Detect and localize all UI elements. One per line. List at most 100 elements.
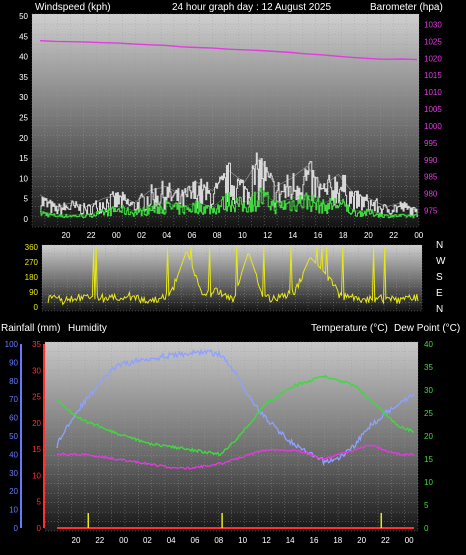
windspeed-tick-label: 20 xyxy=(19,134,28,143)
compass-label: N xyxy=(436,240,443,251)
barometer-tick-label: 1010 xyxy=(424,88,442,97)
direction-tick-label: 0 xyxy=(34,303,39,312)
humidity-tick-label: 0 xyxy=(14,524,19,533)
rainfall-tick-label: 20 xyxy=(32,419,41,428)
time-tick-label: 12 xyxy=(263,231,272,240)
temperature-axis-label: Temperature (°C) xyxy=(311,323,388,334)
time-tick-label: 22 xyxy=(381,536,390,545)
time-tick-label: 22 xyxy=(95,536,104,545)
wind-gust-line xyxy=(39,157,418,212)
rainfall-tick-label: 35 xyxy=(32,340,41,349)
time-tick-label: 20 xyxy=(72,536,81,545)
direction-tick-label: 270 xyxy=(25,258,39,267)
wind-barometer-series xyxy=(39,40,418,219)
windspeed-tick-label: 50 xyxy=(19,12,28,21)
windspeed-tick-label: 15 xyxy=(19,154,28,163)
windspeed-tick-label: 0 xyxy=(24,215,29,224)
temperature-tick-label: 0 xyxy=(424,524,429,533)
rainfall-tick-label: 30 xyxy=(32,366,41,375)
time-tick-label: 02 xyxy=(143,536,152,545)
humidity-tick-label: 70 xyxy=(9,395,18,404)
windspeed-tick-label: 10 xyxy=(19,174,28,183)
barometer-tick-label: 990 xyxy=(424,156,438,165)
windspeed-tick-labels: 0 5 10 15 20 25 30 35 40 45 50 xyxy=(19,12,28,224)
time-tick-label: 18 xyxy=(339,231,348,240)
temperature-tick-label: 40 xyxy=(424,340,433,349)
temperature-tick-label: 35 xyxy=(424,363,433,372)
rainfall-tick-label: 0 xyxy=(37,524,42,533)
humidity-axis-label: Humidity xyxy=(68,323,107,334)
temperature-tick-label: 5 xyxy=(424,501,429,510)
humidity-tick-label: 10 xyxy=(9,506,18,515)
dewpoint-axis-label: Dew Point (°C) xyxy=(394,323,460,334)
windspeed-tick-label: 35 xyxy=(19,73,28,82)
humidity-line xyxy=(56,347,415,467)
compass-label: E xyxy=(436,288,443,299)
barometer-tick-label: 995 xyxy=(424,139,438,148)
rainfall-tick-label: 10 xyxy=(32,471,41,480)
time-tick-label: 10 xyxy=(238,231,247,240)
time-tick-label: 00 xyxy=(414,231,423,240)
wind-panel-time-labels: 20 22 00 02 04 06 08 10 12 14 16 18 20 22 00 xyxy=(62,231,424,240)
time-tick-label: 00 xyxy=(119,536,128,545)
direction-tick-label: 180 xyxy=(25,273,39,282)
barometer-tick-label: 975 xyxy=(424,207,438,216)
compass-label: S xyxy=(436,272,443,283)
time-tick-label: 08 xyxy=(213,231,222,240)
barometer-tick-label: 1025 xyxy=(424,37,442,46)
rainfall-tick-label: 15 xyxy=(32,445,41,454)
humidity-tick-label: 60 xyxy=(9,414,18,423)
time-tick-label: 12 xyxy=(262,536,271,545)
time-tick-label: 00 xyxy=(112,231,121,240)
time-tick-label: 08 xyxy=(214,536,223,545)
windspeed-tick-label: 25 xyxy=(19,114,28,123)
time-tick-label: 22 xyxy=(389,231,398,240)
time-tick-label: 20 xyxy=(364,231,373,240)
time-tick-label: 16 xyxy=(310,536,319,545)
humidity-tick-label: 40 xyxy=(9,450,18,459)
rainfall-tick-label: 25 xyxy=(32,393,41,402)
humidity-tick-label: 80 xyxy=(9,377,18,386)
temperature-tick-label: 20 xyxy=(424,432,433,441)
time-tick-label: 04 xyxy=(167,536,176,545)
windspeed-axis-label: Windspeed (kph) xyxy=(35,2,111,13)
temperature-tick-label: 15 xyxy=(424,455,433,464)
compass-label: W xyxy=(436,256,446,267)
wind-avg-line xyxy=(39,190,417,216)
time-tick-label: 06 xyxy=(191,536,200,545)
time-tick-label: 14 xyxy=(286,536,295,545)
barometer-tick-label: 1000 xyxy=(424,122,442,131)
time-tick-label: 20 xyxy=(357,536,366,545)
compass-label: N xyxy=(436,304,443,315)
direction-tick-label: 360 xyxy=(25,243,39,252)
time-tick-label: 02 xyxy=(137,231,146,240)
barometer-tick-label: 1015 xyxy=(424,71,442,80)
barometer-axis-label: Barometer (hpa) xyxy=(370,2,443,13)
barometer-tick-label: 1020 xyxy=(424,54,442,63)
temperature-tick-label: 30 xyxy=(424,386,433,395)
wind-direction-trace xyxy=(47,246,419,306)
temperature-tick-label: 10 xyxy=(424,478,433,487)
direction-tick-labels: 0 90 180 270 360 xyxy=(25,243,39,312)
humidity-tick-label: 20 xyxy=(9,487,18,496)
barometer-tick-label: 980 xyxy=(424,190,438,199)
humidity-tick-label: 100 xyxy=(5,340,19,349)
time-tick-label: 20 xyxy=(62,231,71,240)
windspeed-tick-label: 30 xyxy=(19,93,28,102)
temperature-line xyxy=(56,374,415,457)
wind-gust-trace xyxy=(40,152,418,217)
rainfall-tick-label: 5 xyxy=(37,498,42,507)
barometer-tick-labels: 975 980 985 990 995 1000 1005 1010 1015 1020 1025 1… xyxy=(424,20,442,215)
humidity-tick-label: 30 xyxy=(9,469,18,478)
windspeed-tick-label: 40 xyxy=(19,53,28,62)
time-tick-label: 06 xyxy=(188,231,197,240)
time-tick-label: 10 xyxy=(238,536,247,545)
temperature-tick-label: 25 xyxy=(424,409,433,418)
barometer-tick-label: 1030 xyxy=(424,20,442,29)
dew-point-line xyxy=(56,444,415,470)
direction-tick-label: 90 xyxy=(29,288,38,297)
time-tick-label: 16 xyxy=(314,231,323,240)
